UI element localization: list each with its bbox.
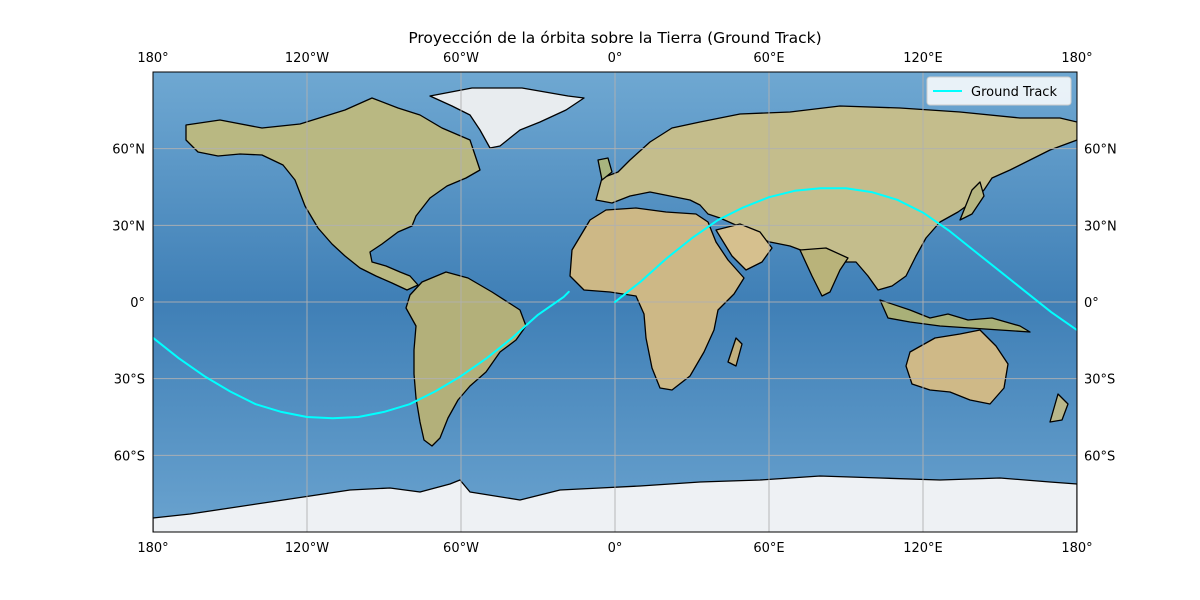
y-tick-label-right: 60°N xyxy=(1084,143,1117,158)
greenland-landmass xyxy=(429,87,585,149)
x-tick-label-top: 0° xyxy=(608,51,623,66)
ground-track-segment-2 xyxy=(614,187,1077,332)
legend: Ground Track xyxy=(926,76,1072,106)
x-tick-label-bottom: 180° xyxy=(137,541,168,556)
x-tick-label-bottom: 0° xyxy=(608,541,623,556)
y-tick-label-right: 30°N xyxy=(1084,219,1117,234)
y-tick-label-left: 60°N xyxy=(112,143,145,158)
x-tick-label-top: 120°W xyxy=(285,51,329,66)
ground-track-segment-1 xyxy=(153,290,570,420)
x-tick-label-bottom: 180° xyxy=(1061,541,1092,556)
x-tick-label-bottom: 60°E xyxy=(753,541,784,556)
x-tick-label-bottom: 120°E xyxy=(903,541,943,556)
x-tick-label-bottom: 120°W xyxy=(285,541,329,556)
y-tick-label-left: 30°N xyxy=(112,219,145,234)
x-tick-label-top: 60°W xyxy=(443,51,479,66)
europe-asia-landmass xyxy=(595,105,1077,291)
x-tick-label-top: 180° xyxy=(137,51,168,66)
map-frame xyxy=(152,71,1078,533)
x-tick-label-top: 120°E xyxy=(903,51,943,66)
axis-ticks: 180° 180° 120°W 120°W 60°W 60°W 0° 0° 60°E 60°E 12… xyxy=(112,51,1117,556)
indonesia-landmass xyxy=(879,299,1031,333)
y-tick-label-left: 30°S xyxy=(114,373,145,388)
madagascar-landmass xyxy=(727,337,743,367)
new-zealand-landmass xyxy=(1049,393,1069,423)
landmasses xyxy=(153,87,1077,532)
australia-landmass xyxy=(905,329,1009,405)
india-landmass xyxy=(799,247,849,297)
legend-label-ground-track: Ground Track xyxy=(971,85,1057,100)
british-isles-landmass xyxy=(597,157,613,181)
x-tick-label-bottom: 60°W xyxy=(443,541,479,556)
y-tick-label-left: 0° xyxy=(130,296,145,311)
x-tick-label-top: 60°E xyxy=(753,51,784,66)
legend-box xyxy=(926,76,1072,106)
y-tick-label-right: 30°S xyxy=(1084,373,1115,388)
chart-title: Proyección de la órbita sobre la Tierra … xyxy=(408,29,821,47)
japan-landmass xyxy=(959,181,985,221)
north-america-landmass xyxy=(185,97,481,291)
y-tick-label-left: 60°S xyxy=(114,449,145,464)
south-america-landmass xyxy=(405,271,527,447)
africa-landmass xyxy=(569,207,745,391)
x-tick-label-top: 180° xyxy=(1061,51,1092,66)
ground-track-lines xyxy=(153,187,1077,420)
y-tick-label-right: 0° xyxy=(1084,296,1099,311)
y-tick-label-right: 60°S xyxy=(1084,449,1115,464)
